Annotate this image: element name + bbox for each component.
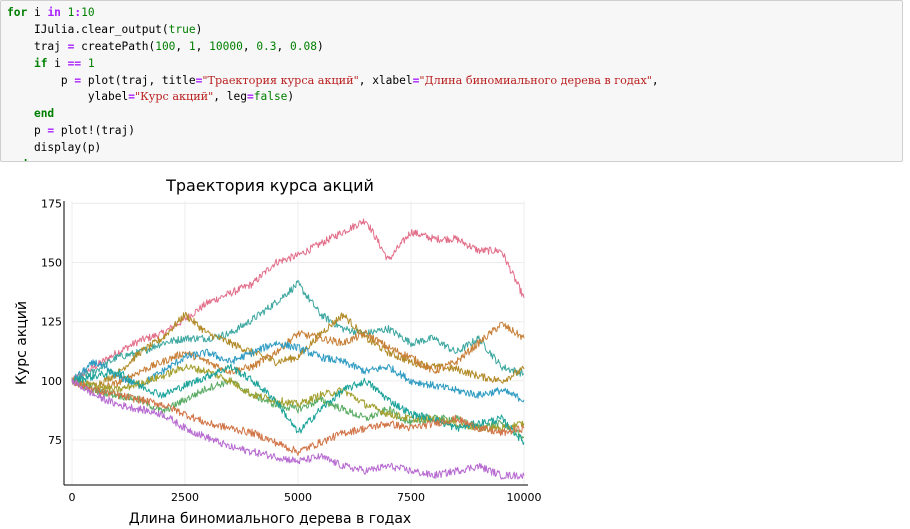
series-line [71, 379, 525, 456]
code-token: true [168, 22, 196, 36]
x-tick-label: 10000 [507, 491, 542, 504]
code-line: for i in 1:10 [7, 5, 896, 22]
series-line [71, 363, 525, 445]
code-token: , xlabel [358, 73, 413, 87]
stock-price-chart: Траектория курса акций Курс акций Длина … [0, 165, 910, 529]
code-token: , [195, 39, 210, 53]
code-token: = [195, 73, 203, 87]
code-token: "Траектория курса акций" [202, 73, 359, 87]
code-token: ) [316, 39, 324, 53]
code-line: IJulia.clear_output(true) [7, 22, 896, 39]
code-token [61, 6, 68, 19]
code-token: traj [7, 39, 68, 53]
code-line: p = plot(traj, title="Траектория курса а… [7, 73, 896, 90]
code-token: , [276, 39, 291, 53]
code-line: if i == 1 [7, 56, 896, 73]
series-line [71, 378, 525, 480]
code-token: 100 [155, 39, 176, 53]
code-line: end [7, 106, 896, 123]
chart-ylabel: Курс акций [14, 301, 30, 385]
code-token: 10000 [209, 39, 243, 53]
code-token [81, 57, 88, 70]
code-token: , [175, 39, 189, 53]
code-token: : [74, 6, 82, 19]
y-tick-label: 150 [41, 257, 62, 270]
output-area: Траектория курса акций Курс акций Длина … [0, 165, 910, 529]
code-token: 1 [87, 56, 95, 70]
y-tick-label: 100 [41, 375, 62, 388]
code-editor[interactable]: for i in 1:10 IJulia.clear_output(true) … [7, 5, 896, 161]
code-token: = [412, 73, 420, 87]
code-token: 1 [188, 39, 196, 53]
code-line: ylabel="Курс акций", leg=false) [7, 89, 896, 106]
code-token: in [47, 6, 61, 19]
code-token: = [128, 90, 135, 104]
code-token: = [67, 39, 75, 53]
code-token: , leg [213, 90, 247, 104]
code-line: p = plot!(traj) [7, 123, 896, 140]
code-token: , [242, 39, 257, 53]
x-tick-label: 0 [69, 491, 76, 504]
code-token: display(p) [7, 141, 102, 155]
code-token: false [253, 90, 288, 104]
code-token: for [7, 6, 28, 19]
code-token: , [651, 73, 659, 87]
series-lines [71, 218, 525, 480]
series-line [71, 311, 525, 388]
series-line [71, 218, 525, 383]
chart-xlabel: Длина биномиального дерева в годах [129, 511, 411, 527]
code-token: end [7, 158, 27, 161]
code-token: 0.3 [256, 39, 277, 53]
y-tick-label: 125 [41, 316, 62, 329]
code-token: p [7, 124, 48, 138]
code-token: = [246, 90, 254, 104]
x-tick-label: 5000 [284, 491, 312, 504]
code-token: 1 [67, 6, 75, 19]
code-token: plot(traj, title [81, 73, 196, 87]
code-token: IJulia.clear_output( [7, 22, 169, 36]
series-line [71, 340, 525, 403]
code-token [7, 57, 34, 70]
code-token: = [74, 73, 82, 87]
code-token: "Курс акций" [135, 90, 214, 104]
code-token: i [27, 6, 48, 19]
axes [63, 201, 528, 486]
code-line: traj = createPath(100, 1, 10000, 0.3, 0.… [7, 39, 896, 56]
tick-labels: 0 2500 5000 7500 10000 75 100 125 150 175 [41, 197, 542, 504]
code-token: "Длина биномиального дерева в годах" [419, 73, 652, 87]
y-tick-label: 75 [48, 434, 62, 447]
x-tick-label: 2500 [171, 491, 199, 504]
code-line: end [7, 157, 896, 161]
x-tick-label: 7500 [397, 491, 425, 504]
series-line [71, 279, 525, 382]
code-token: ylabel [7, 90, 129, 104]
code-token: end [33, 107, 55, 121]
code-line: display(p) [7, 140, 896, 157]
code-token [7, 107, 34, 120]
code-token: i [47, 56, 68, 70]
code-token: p [7, 73, 75, 87]
code-token: plot!(traj) [54, 124, 135, 138]
code-token: ) [195, 22, 203, 36]
code-token: createPath( [74, 39, 156, 53]
y-tick-label: 175 [41, 197, 62, 210]
code-token: == [67, 56, 82, 70]
code-token: ) [287, 90, 295, 104]
chart-title: Траектория курса акций [165, 176, 374, 195]
code-token: = [47, 124, 55, 138]
code-token: 0.08 [290, 39, 317, 53]
code-token: 10 [81, 6, 95, 19]
series-line [71, 321, 525, 394]
code-token: if [33, 56, 48, 70]
code-cell[interactable]: for i in 1:10 IJulia.clear_output(true) … [0, 0, 903, 162]
